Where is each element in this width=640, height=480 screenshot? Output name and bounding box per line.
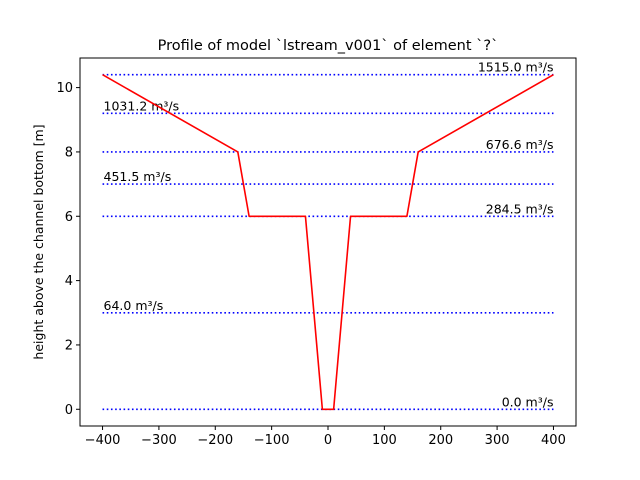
discharge-labels: 0.0 m³/s 64.0 m³/s 284.5 m³/s 451.5 m³/s 676… [104, 60, 554, 410]
x-tick-label-6: 200 [428, 433, 453, 448]
discharge-label-4: 676.6 m³/s [486, 137, 554, 152]
x-tick-label-3: −100 [254, 433, 290, 448]
profile-line [102, 74, 554, 411]
discharge-label-6: 1515.0 m³/s [478, 60, 554, 75]
discharge-label-5: 1031.2 m³/s [104, 98, 180, 113]
x-tick-label-0: −400 [85, 433, 121, 448]
y-tick-label-0: 0 [65, 403, 73, 418]
chart-title: Profile of model `lstream_v001` of eleme… [158, 38, 499, 54]
y-axis: 0 2 4 6 8 10 [56, 81, 80, 418]
y-tick-label-4: 8 [65, 145, 73, 160]
y-axis-label: height above the channel bottom [m] [31, 124, 46, 359]
y-tick-label-3: 6 [65, 210, 73, 225]
x-tick-label-4: 0 [324, 433, 332, 448]
y-tick-label-5: 10 [56, 81, 73, 96]
discharge-label-0: 0.0 m³/s [502, 394, 554, 409]
x-tick-label-2: −200 [197, 433, 233, 448]
discharge-label-3: 451.5 m³/s [104, 169, 172, 184]
x-tick-label-1: −300 [141, 433, 177, 448]
discharge-label-1: 64.0 m³/s [104, 298, 164, 313]
profile-series [102, 74, 554, 411]
x-tick-label-8: 400 [541, 433, 566, 448]
x-tick-label-7: 300 [485, 433, 510, 448]
x-axis: −400 −300 −200 −100 0 100 200 300 400 [85, 426, 566, 448]
discharge-label-2: 284.5 m³/s [486, 201, 554, 216]
y-tick-label-1: 2 [65, 338, 73, 353]
x-tick-label-5: 100 [372, 433, 397, 448]
y-tick-label-2: 4 [65, 274, 73, 289]
